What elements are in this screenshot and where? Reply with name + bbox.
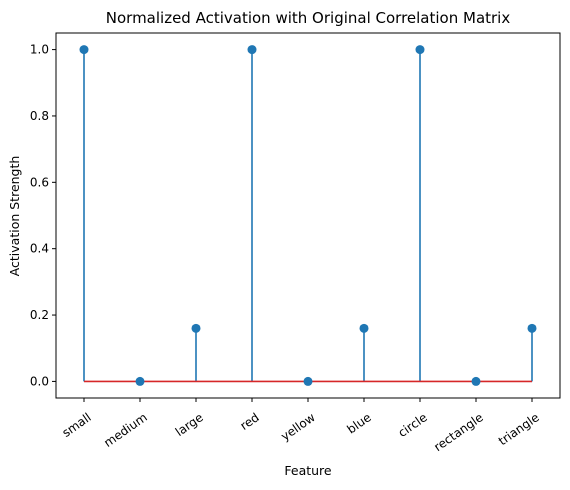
stem-marker xyxy=(303,376,313,386)
stem-marker xyxy=(247,45,257,55)
y-tick-label: 1.0 xyxy=(30,43,49,57)
y-tick-label: 0.0 xyxy=(30,374,49,388)
axes-frame xyxy=(55,32,561,399)
x-tick-label: circle xyxy=(396,410,430,440)
y-tick-label: 0.6 xyxy=(30,175,49,189)
chart-title: Normalized Activation with Original Corr… xyxy=(106,9,511,27)
x-axis-label: Feature xyxy=(284,463,332,478)
y-tick-label: 0.8 xyxy=(30,109,49,123)
y-tick-label: 0.2 xyxy=(30,308,49,322)
y-axis-label: Activation Strength xyxy=(7,156,22,277)
x-tick-label: rectangle xyxy=(431,410,485,454)
stem-marker xyxy=(527,323,537,333)
x-tick-label: large xyxy=(173,410,206,439)
x-tick-label: small xyxy=(60,410,94,440)
stem-marker xyxy=(191,323,201,333)
x-tick-label: yellow xyxy=(278,410,318,444)
stem-marker xyxy=(415,45,425,55)
x-tick-label: triangle xyxy=(496,410,542,448)
x-tick-label: medium xyxy=(101,410,149,450)
x-tick-label: red xyxy=(238,410,262,433)
x-tick-label: blue xyxy=(344,410,373,436)
y-tick-label: 0.4 xyxy=(30,242,49,256)
stem-marker xyxy=(359,323,369,333)
stem-marker xyxy=(471,376,481,386)
stem-marker xyxy=(79,45,89,55)
plot-area: 0.0 0.2 0.4 0.6 0.8 1.0 small medium large red yel… xyxy=(30,32,561,454)
stem-marker xyxy=(135,376,145,386)
